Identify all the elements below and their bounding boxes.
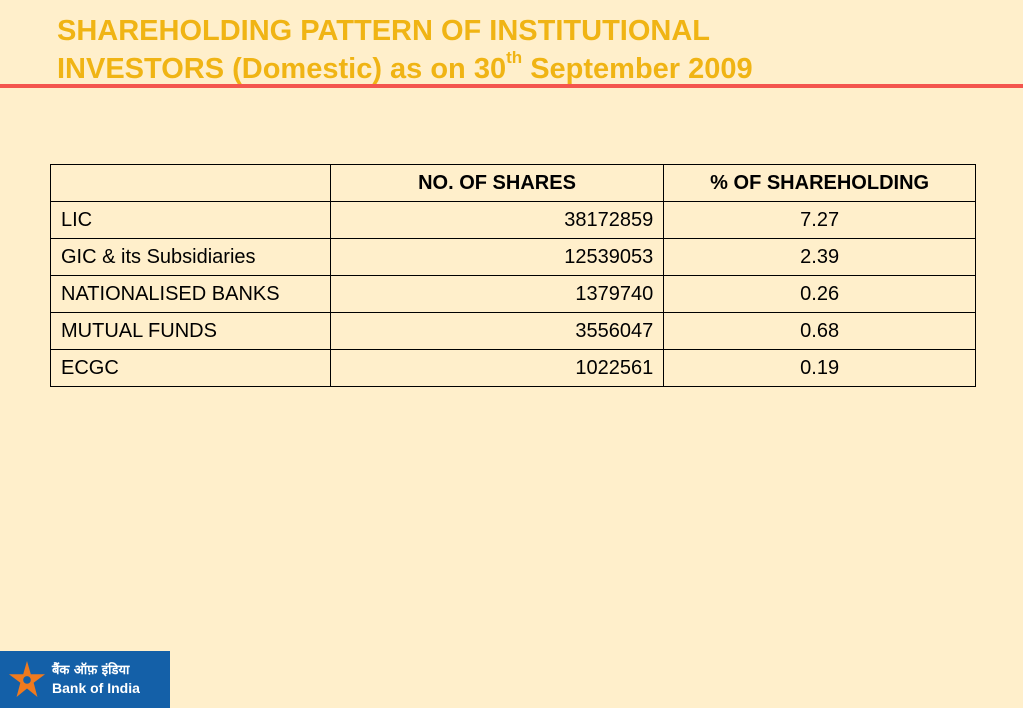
- row-name: ECGC: [50, 349, 331, 387]
- shareholding-table: NO. OF SHARES % OF SHAREHOLDING LIC 3817…: [50, 164, 976, 387]
- table-row: NATIONALISED BANKS 1379740 0.26: [50, 275, 976, 313]
- bank-logo: बैंक ऑफ़ इंडिया Bank of India: [0, 651, 170, 708]
- title-line-1: SHAREHOLDING PATTERN OF INSTITUTIONAL: [57, 15, 711, 47]
- row-pct: 0.26: [663, 275, 976, 313]
- logo-hindi-text: बैंक ऑफ़ इंडिया: [52, 663, 130, 678]
- row-name: NATIONALISED BANKS: [50, 275, 331, 313]
- row-shares: 38172859: [329, 201, 665, 239]
- header-category: [50, 164, 331, 202]
- row-pct: 0.19: [663, 349, 976, 387]
- logo-english-text: Bank of India: [52, 680, 140, 696]
- header-pct-shareholding: % OF SHAREHOLDING: [663, 164, 976, 202]
- row-shares: 3556047: [329, 312, 665, 350]
- row-pct: 0.68: [663, 312, 976, 350]
- row-name: MUTUAL FUNDS: [50, 312, 331, 350]
- title-line-2-end: September 2009: [522, 53, 753, 85]
- row-name: GIC & its Subsidiaries: [50, 238, 331, 276]
- row-name: LIC: [50, 201, 331, 239]
- row-shares: 1379740: [329, 275, 665, 313]
- row-shares: 1022561: [329, 349, 665, 387]
- row-shares: 12539053: [329, 238, 665, 276]
- title-divider: [0, 84, 1023, 88]
- table-row: LIC 38172859 7.27: [50, 201, 976, 239]
- page-title: SHAREHOLDING PATTERN OF INSTITUTIONAL IN…: [57, 12, 997, 88]
- title-line-2: INVESTORS (Domestic) as on 30: [57, 53, 507, 85]
- table-row: ECGC 1022561 0.19: [50, 349, 976, 387]
- table-row: MUTUAL FUNDS 3556047 0.68: [50, 312, 976, 350]
- row-pct: 2.39: [663, 238, 976, 276]
- table-row: GIC & its Subsidiaries 12539053 2.39: [50, 238, 976, 276]
- header-no-of-shares: NO. OF SHARES: [329, 164, 665, 202]
- row-pct: 7.27: [663, 201, 976, 239]
- title-superscript: th: [506, 48, 523, 68]
- table-header-row: NO. OF SHARES % OF SHAREHOLDING: [50, 164, 976, 202]
- star-icon: [8, 660, 46, 698]
